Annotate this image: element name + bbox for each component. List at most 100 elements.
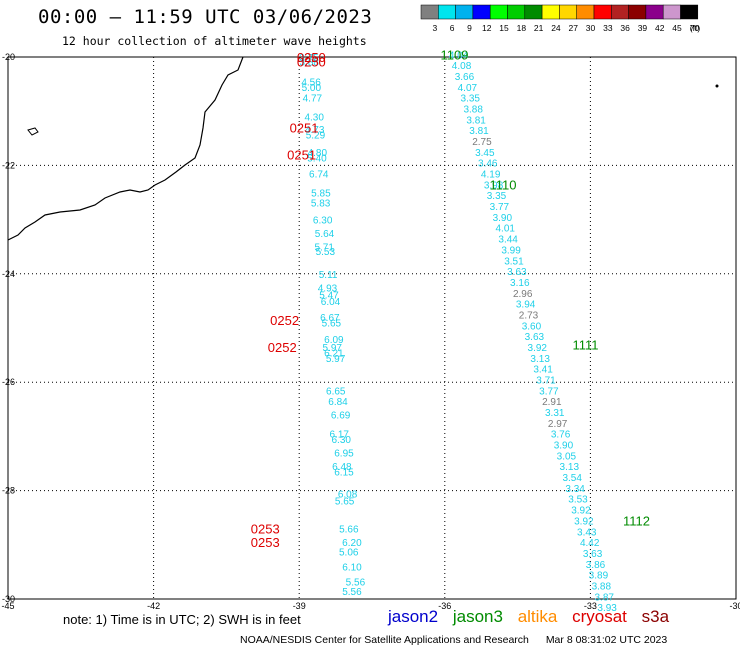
legend-s3a: s3a (641, 607, 670, 626)
track-west-value: 6.74 (309, 170, 329, 181)
track-east-value: 3.51 (504, 256, 524, 267)
track-east-value: 4.01 (495, 224, 515, 235)
track-east-value: 3.88 (592, 581, 612, 592)
time-label: 1112 (623, 513, 650, 528)
colorbar-swatch (489, 4, 508, 20)
colorbar-label: 15 (499, 23, 509, 33)
time-label: 0253 (251, 535, 280, 550)
lat-tick-label: -24 (2, 269, 15, 279)
track-east-value: 3.88 (463, 104, 483, 115)
track-east-value: 3.81 (469, 126, 489, 137)
track-west-value: 6.17 (330, 430, 350, 441)
track-east-value: 3.34 (565, 484, 585, 495)
track-west-value: 6.21 (324, 348, 344, 359)
track-west-value: 5.00 (302, 83, 322, 94)
colorbar-swatch (541, 4, 560, 20)
colorbar-label: 45 (672, 23, 682, 33)
satellite-legend: jason2 jason3 altika cryosat s3a (388, 607, 679, 627)
colorbar-swatch (559, 4, 577, 20)
track-east-value: 3.13 (560, 462, 580, 473)
track-east-value: 3.86 (586, 560, 606, 571)
track-west-value: 5.64 (315, 229, 335, 240)
track-east-value: 4.08 (452, 61, 472, 72)
track-west-value: 4.30 (304, 113, 324, 124)
track-east-value: 3.71 (536, 375, 556, 386)
lat-tick-label: -30 (2, 594, 15, 604)
track-east-value: 2.91 (542, 397, 562, 408)
lon-tick-label: -30 (729, 601, 740, 611)
track-west-value: 6.95 (334, 449, 354, 460)
page-subtitle: 12 hour collection of altimeter wave hei… (62, 34, 367, 48)
coastline (7, 56, 244, 241)
time-label: 0251 (287, 148, 316, 163)
track-west-value: 5.83 (311, 198, 331, 209)
track-east-value: 3.35 (487, 191, 507, 202)
track-west-value: 6.48 (332, 462, 352, 473)
lat-tick-label: -28 (2, 486, 15, 496)
colorbar-label: 42 (655, 23, 665, 33)
track-west-value: 3.88 (300, 57, 320, 68)
track-east-value: 3.16 (510, 278, 530, 289)
track-west-value: 6.65 (326, 386, 346, 397)
lat-tick-label: -20 (2, 52, 15, 62)
legend-jason3: jason3 (452, 607, 503, 626)
track-east-value: 3.54 (562, 473, 582, 484)
lon-tick-label: -36 (438, 601, 451, 611)
track-east-value: 3.77 (490, 202, 510, 213)
track-west-value: 5.65 (322, 319, 342, 330)
track-west-value: 5.11 (319, 270, 338, 281)
colorbar-swatch (438, 4, 456, 20)
time-label: 1110 (490, 177, 517, 192)
track-west-value: 6.20 (342, 538, 362, 549)
time-label: 0253 (251, 522, 280, 537)
track-west-value: 5.85 (311, 189, 331, 200)
track-east-value: 3.90 (554, 441, 574, 452)
track-east-value: 3.87 (594, 592, 614, 603)
note-text: note: 1) Time is in UTC; 2) SWH is in fe… (63, 612, 301, 627)
track-east-value: 2.73 (519, 310, 539, 321)
track-east-value: 3.46 (478, 159, 498, 170)
track-east-value: 3.63 (583, 549, 603, 560)
colorbar-swatch (662, 4, 681, 20)
colorbar-label: 12 (482, 23, 492, 33)
track-east-value: 2.75 (472, 137, 492, 148)
track-east-value: 3.98 (484, 180, 504, 191)
track-west-value: 5.65 (335, 496, 355, 507)
lat-tick-label: -22 (2, 160, 15, 170)
track-east-value: 3.92 (528, 343, 548, 354)
track-west-value: 6.15 (334, 468, 354, 479)
track-east-value: 3.63 (525, 332, 545, 343)
track-east-value: 3.43 (577, 527, 597, 538)
track-west-value: 6.30 (332, 435, 352, 446)
track-west-value: 6.69 (331, 411, 351, 422)
track-west-value: 5.56 (346, 578, 366, 589)
track-east-value: 4.07 (458, 83, 478, 94)
colorbar-label: 6 (450, 23, 455, 33)
track-east-value: 3.89 (589, 571, 609, 582)
track-east-value: 3.63 (507, 267, 527, 278)
track-east-value: 3.44 (498, 235, 518, 246)
track-west-value: 4.73 (305, 125, 325, 136)
credit-line: NOAA/NESDIS Center for Satellite Applica… (240, 634, 667, 646)
track-east-value: 3.92 (571, 506, 591, 517)
track-west-value: 5.47 (319, 290, 339, 301)
track-west-value: 4.93 (318, 283, 338, 294)
colorbar-swatch (645, 4, 664, 20)
colorbar-swatch (455, 4, 474, 20)
track-west-value: 5.40 (307, 153, 327, 164)
time-label: 0251 (290, 120, 319, 135)
colorbar-label: 9 (467, 23, 472, 33)
track-east-value: 3.13 (530, 354, 550, 365)
colorbar-label: 70 (690, 23, 700, 33)
time-label: 1111 (573, 337, 599, 352)
track-east-value: 4.19 (481, 170, 501, 181)
track-east-value: 3.53 (568, 495, 588, 506)
colorbar-swatch (611, 4, 629, 20)
lon-tick-label: -39 (293, 601, 306, 611)
colorbar-swatch (420, 4, 439, 20)
track-east-value: 3.05 (557, 451, 577, 462)
colorbar-label: 33 (603, 23, 613, 33)
colorbar-label: 3 (432, 23, 437, 33)
track-west-value: 5.29 (306, 131, 326, 142)
